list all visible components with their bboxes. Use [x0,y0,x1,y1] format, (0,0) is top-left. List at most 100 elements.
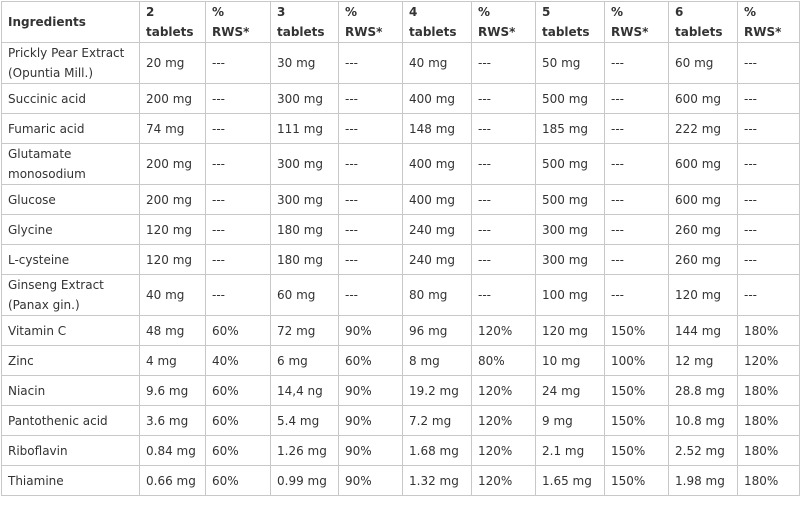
rws-percent-cell: 120% [737,345,800,376]
table-row: Zinc 4 mg 40% 6 mg 60% 8 mg 80% 10 mg 100% 12 mg 1… [1,345,800,376]
amount-cell: 400 mg [402,184,472,215]
rws-percent-cell: 150% [604,315,669,346]
amount-cell: 14,4 ng [270,375,339,406]
amount-cell: 600 mg [668,143,738,185]
table-row: Pantothenic acid 3.6 mg 60% 5.4 mg 90% 7.2 mg… [1,405,800,436]
amount-cell: 10 mg [535,345,605,376]
amount-cell: 40 mg [402,42,472,84]
header-3-tablets: 3 tablets [270,1,339,43]
rws-percent-cell: --- [338,113,403,144]
rws-percent-cell: 180% [737,375,800,406]
amount-cell: 6 mg [270,345,339,376]
rws-percent-cell: --- [338,274,403,316]
amount-cell: 600 mg [668,83,738,114]
amount-cell: 111 mg [270,113,339,144]
rws-percent-cell: --- [338,83,403,114]
rws-percent-cell: --- [737,214,800,245]
rws-percent-cell: --- [604,83,669,114]
rws-percent-cell: --- [338,42,403,84]
amount-cell: 80 mg [402,274,472,316]
rws-percent-cell: --- [471,83,536,114]
amount-cell: 74 mg [139,113,206,144]
table-row: Ginseng Extract (Panax gin.) 40 mg --- 60 m… [1,274,800,316]
amount-cell: 0.84 mg [139,435,206,466]
amount-cell: 222 mg [668,113,738,144]
amount-cell: 19.2 mg [402,375,472,406]
amount-cell: 300 mg [535,244,605,275]
table-row: Glucose 200 mg --- 300 mg --- 400 mg --- 500 mg… [1,184,800,215]
amount-cell: 500 mg [535,143,605,185]
rws-percent-cell: --- [205,143,271,185]
table-row: Fumaric acid 74 mg --- 111 mg --- 148 mg --- 18… [1,113,800,144]
rws-percent-cell: --- [737,113,800,144]
rws-percent-cell: 40% [205,345,271,376]
amount-cell: 40 mg [139,274,206,316]
table-row: Prickly Pear Extract (Opuntia Mill.) 20 m… [1,42,800,84]
rws-percent-cell: --- [604,113,669,144]
amount-cell: 7.2 mg [402,405,472,436]
rws-percent-cell: 60% [205,315,271,346]
amount-cell: 8 mg [402,345,472,376]
ingredient-name-cell: L-cysteine [1,244,140,275]
rws-percent-cell: 60% [205,375,271,406]
rws-percent-cell: 150% [604,405,669,436]
rws-percent-cell: --- [737,143,800,185]
rws-percent-cell: --- [471,214,536,245]
table-row: L-cysteine 120 mg --- 180 mg --- 240 mg --- 300… [1,244,800,275]
table-row: Succinic acid 200 mg --- 300 mg --- 400 mg ---… [1,83,800,114]
rws-percent-cell: 120% [471,435,536,466]
rws-percent-cell: 120% [471,465,536,496]
rws-percent-cell: --- [604,244,669,275]
header-row: Ingredients 2 tablets % RWS* 3 tablets %… [1,1,800,43]
header-rws-5: % RWS* [604,1,669,43]
amount-cell: 148 mg [402,113,472,144]
amount-cell: 1.32 mg [402,465,472,496]
amount-cell: 400 mg [402,143,472,185]
table-row: Glycine 120 mg --- 180 mg --- 240 mg --- 300 mg… [1,214,800,245]
rws-percent-cell: --- [737,184,800,215]
ingredient-name-cell: Glucose [1,184,140,215]
rws-percent-cell: 80% [471,345,536,376]
amount-cell: 96 mg [402,315,472,346]
ingredient-name-cell: Glutamate monosodium [1,143,140,185]
amount-cell: 300 mg [270,184,339,215]
rws-percent-cell: 180% [737,315,800,346]
amount-cell: 72 mg [270,315,339,346]
amount-cell: 60 mg [668,42,738,84]
amount-cell: 24 mg [535,375,605,406]
amount-cell: 0.99 mg [270,465,339,496]
rws-percent-cell: 60% [205,405,271,436]
header-5-tablets: 5 tablets [535,1,605,43]
amount-cell: 12 mg [668,345,738,376]
rws-percent-cell: 90% [338,375,403,406]
amount-cell: 1.68 mg [402,435,472,466]
amount-cell: 600 mg [668,184,738,215]
amount-cell: 300 mg [270,143,339,185]
rws-percent-cell: --- [205,244,271,275]
amount-cell: 10.8 mg [668,405,738,436]
table-row: Riboflavin 0.84 mg 60% 1.26 mg 90% 1.68 mg 120… [1,435,800,466]
rws-percent-cell: --- [604,214,669,245]
header-rws-2: % RWS* [205,1,271,43]
ingredient-name-cell: Riboflavin [1,435,140,466]
amount-cell: 120 mg [139,214,206,245]
rws-percent-cell: --- [205,113,271,144]
ingredient-name-cell: Ginseng Extract (Panax gin.) [1,274,140,316]
rws-percent-cell: 60% [205,465,271,496]
amount-cell: 48 mg [139,315,206,346]
rws-percent-cell: 90% [338,465,403,496]
header-ingredients: Ingredients [1,1,140,43]
amount-cell: 30 mg [270,42,339,84]
ingredient-name-cell: Succinic acid [1,83,140,114]
header-6-tablets: 6 tablets [668,1,738,43]
amount-cell: 300 mg [535,214,605,245]
ingredient-name-cell: Glycine [1,214,140,245]
amount-cell: 200 mg [139,83,206,114]
amount-cell: 180 mg [270,214,339,245]
rws-percent-cell: --- [205,184,271,215]
rws-percent-cell: --- [205,83,271,114]
header-2-tablets: 2 tablets [139,1,206,43]
header-rws-6: % RWS* [737,1,800,43]
amount-cell: 60 mg [270,274,339,316]
amount-cell: 3.6 mg [139,405,206,436]
